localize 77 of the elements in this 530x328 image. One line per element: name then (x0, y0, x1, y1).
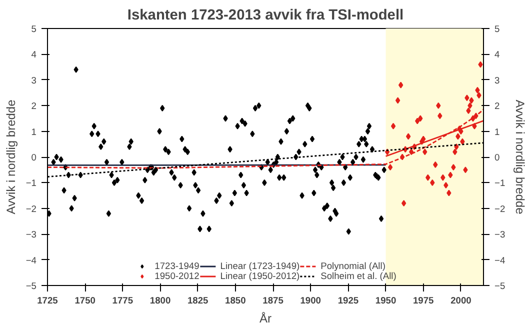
point (406, 133, 411, 140)
point (468, 102, 472, 109)
x-tick-label: 1900 (300, 296, 321, 306)
legend-label: Solheim et al. (All) (320, 271, 396, 281)
point (446, 190, 452, 196)
legend-label: Linear (1950-2012) (220, 271, 300, 281)
legend-label: 1950-2012 (154, 271, 200, 281)
y-tick-label: −1 (26, 178, 37, 188)
point (390, 122, 396, 130)
point (448, 172, 453, 178)
point (433, 161, 438, 168)
y2-tick-label: 2 (494, 101, 500, 112)
point (451, 164, 456, 171)
y-tick-label: 4 (31, 50, 37, 60)
x-tick-label: 1725 (37, 296, 58, 306)
point (438, 112, 442, 120)
y2-tick-label: −1 (494, 178, 506, 188)
x-tick-label: 1875 (262, 296, 284, 306)
point (436, 102, 441, 109)
y-tick-label: −2 (26, 204, 37, 214)
y-tick-label: −5 (26, 281, 37, 291)
y-tick-label: −3 (26, 230, 37, 240)
point (440, 174, 446, 181)
y2-tick-label: −2 (494, 204, 506, 214)
y2-tick-label: 5 (494, 24, 500, 34)
x-tick-label: 1950 (375, 296, 396, 306)
y-tick-label: 1 (31, 126, 37, 137)
legend-label: Polynomial (All) (320, 261, 386, 271)
point (466, 107, 471, 114)
point (444, 182, 448, 189)
y-tick-label: 0 (31, 152, 37, 162)
point (421, 136, 426, 142)
point (452, 148, 458, 156)
x-tick-label: 1925 (338, 296, 359, 306)
point (475, 86, 480, 94)
legend-label: 1723-1949 (154, 261, 200, 271)
point (460, 138, 465, 145)
y2-tick-label: −4 (494, 255, 506, 266)
point (463, 166, 468, 174)
y-tick-label: −4 (26, 255, 37, 266)
y2-tick-label: 1 (494, 126, 500, 137)
point (430, 179, 435, 186)
point (469, 97, 474, 104)
x-tick-label: 2000 (450, 296, 472, 306)
point (454, 143, 459, 150)
x-tick-label: 1975 (412, 296, 434, 306)
line-series (48, 108, 484, 169)
x-tick-label: 1825 (187, 296, 208, 306)
legend-label: Linear (1723-1949) (220, 261, 300, 271)
point (476, 92, 482, 99)
y-tick-label: 2 (31, 101, 37, 112)
point (398, 82, 404, 88)
y-axis-title: Avvik i nordlig bredde (4, 99, 18, 214)
y2-tick-label: 3 (494, 75, 500, 86)
point (418, 115, 423, 122)
point (415, 118, 420, 124)
point (478, 61, 483, 68)
y2-axis-title: Avvik i nordlig bredde (513, 100, 528, 215)
y2-tick-label: −3 (494, 230, 506, 240)
x-tick-label: 1850 (225, 296, 246, 306)
point (388, 164, 393, 171)
x-axis-title: År (260, 312, 272, 326)
point (401, 200, 406, 207)
point (395, 97, 400, 104)
y2-tick-label: 4 (494, 50, 500, 60)
y2-tick-label: −5 (494, 281, 506, 291)
point (422, 148, 428, 156)
point (456, 133, 460, 140)
x-tick-label: 1775 (112, 296, 134, 306)
x-tick-label: 1750 (74, 296, 96, 306)
point (464, 94, 470, 102)
point (426, 174, 430, 181)
chart-title: Iskanten 1723-2013 avvik fra TSI-modell (127, 8, 404, 24)
y-tick-label: 5 (31, 24, 37, 34)
y2-tick-label: 0 (494, 152, 500, 162)
x-tick-label: 1800 (150, 296, 171, 306)
y-tick-label: 3 (31, 75, 37, 86)
